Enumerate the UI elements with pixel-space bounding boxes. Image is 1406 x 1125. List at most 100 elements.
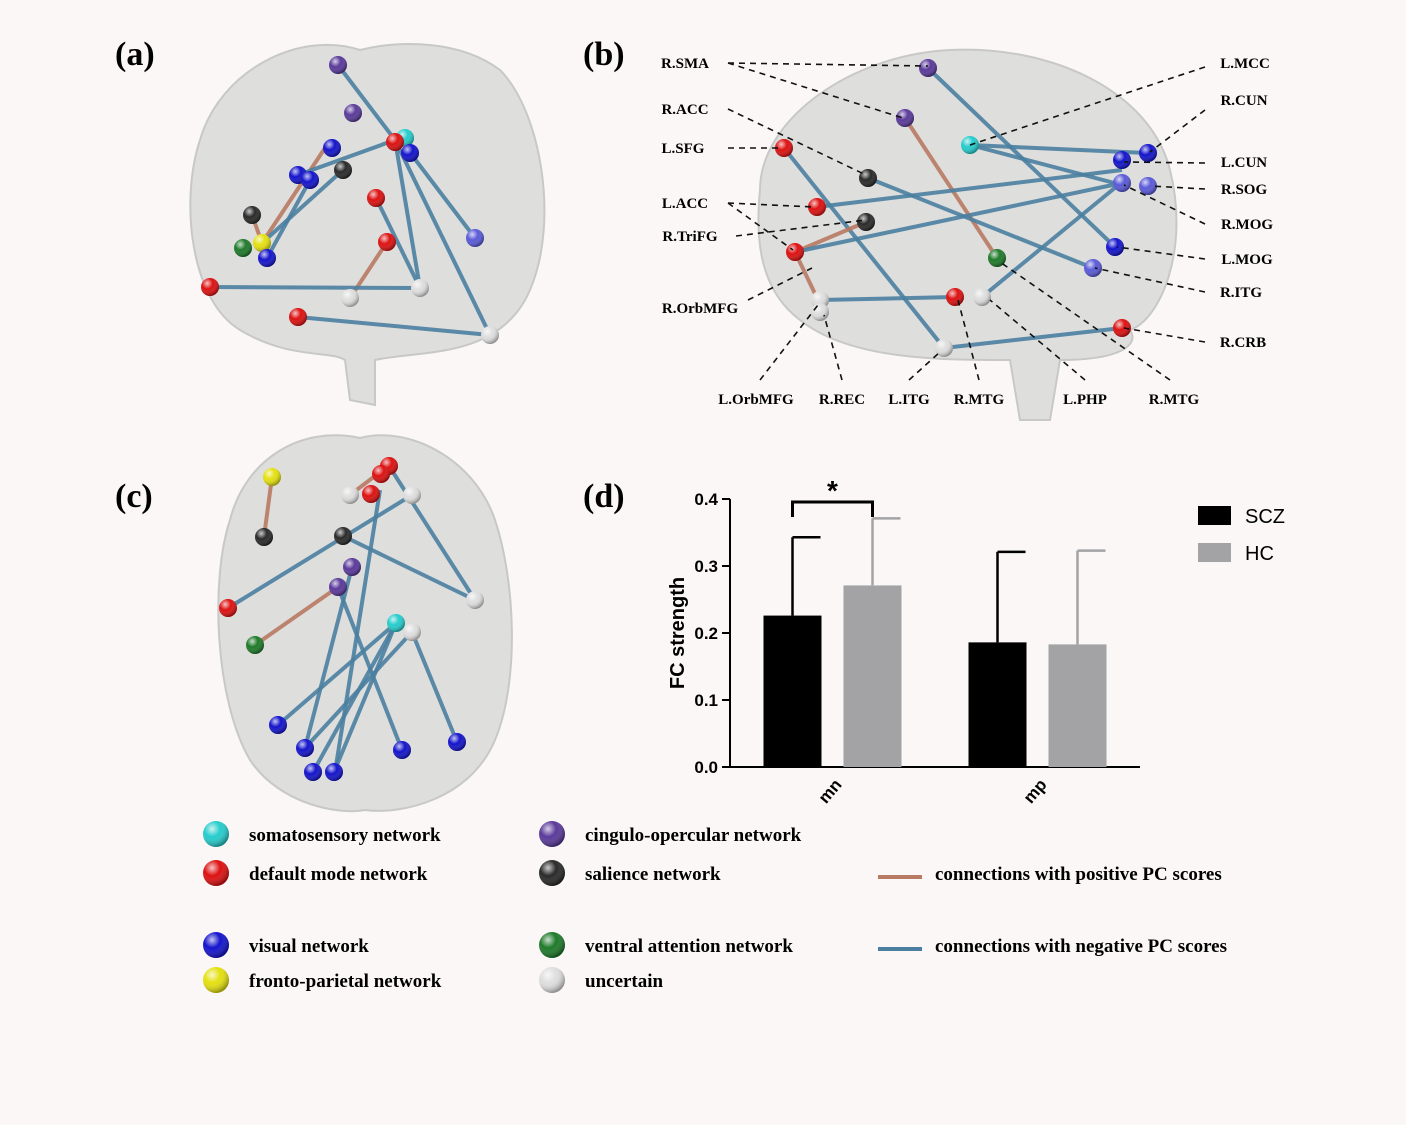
- panel-label: (c): [115, 478, 153, 515]
- legend-marker-shine: [539, 860, 565, 886]
- node-shine: [896, 109, 914, 127]
- panel-label: (b): [583, 36, 625, 73]
- connection: [303, 630, 414, 750]
- node-shine: [329, 56, 347, 74]
- leader-line: [727, 202, 794, 251]
- region-label: R.MTG: [1149, 392, 1200, 408]
- connection: [867, 176, 1094, 270]
- node-shine: [448, 733, 466, 751]
- node-shine: [1113, 151, 1131, 169]
- legend-marker-shine: [539, 967, 565, 993]
- connection: [342, 534, 476, 602]
- region-label: L.MCC: [1220, 56, 1270, 72]
- significance-label: *: [827, 475, 838, 506]
- nodes: [201, 56, 1157, 781]
- node-shine: [466, 229, 484, 247]
- connection: [311, 622, 398, 773]
- x-tick-label: mn: [815, 775, 846, 807]
- brain-c: [217, 434, 513, 813]
- region-label: R.SOG: [1221, 182, 1268, 198]
- legend-label: default mode network: [249, 864, 428, 885]
- connection: [387, 464, 477, 602]
- x-tick-label: mp: [1020, 775, 1051, 807]
- node-shine: [988, 249, 1006, 267]
- connections: [209, 63, 1149, 773]
- node-shine: [343, 558, 361, 576]
- panel-label: (d): [583, 478, 625, 515]
- legend: somatosensory network default mode networ…: [203, 821, 1227, 993]
- bar: [968, 642, 1027, 767]
- connection: [374, 197, 422, 289]
- region-label: L.PHP: [1063, 392, 1107, 408]
- legend-label: uncertain: [585, 971, 664, 992]
- connection: [260, 146, 327, 245]
- legend-marker-shine: [539, 821, 565, 847]
- node-shine: [386, 133, 404, 151]
- connection: [336, 63, 397, 142]
- node-shine: [258, 249, 276, 267]
- brain-a: [189, 43, 546, 407]
- leader-line: [1123, 161, 1206, 164]
- leader-line: [747, 267, 813, 301]
- leader-line: [989, 299, 1086, 381]
- connection: [393, 139, 422, 289]
- node-shine: [367, 189, 385, 207]
- connection: [943, 326, 1123, 350]
- node-shine: [1106, 238, 1124, 256]
- y-tick-label: 0.3: [694, 557, 718, 576]
- legend-label: cingulo-opercular network: [585, 825, 802, 846]
- region-label: R.TriFG: [662, 229, 717, 245]
- legend-marker-shine: [203, 967, 229, 993]
- region-label: R.SMA: [661, 56, 709, 72]
- connection: [209, 285, 421, 290]
- legend-label: SCZ: [1245, 506, 1285, 528]
- legend-label: ventral attention network: [585, 936, 793, 957]
- node-shine: [403, 486, 421, 504]
- region-label: R.ACC: [661, 102, 708, 118]
- node-shine: [341, 289, 359, 307]
- panel-label: (a): [115, 36, 155, 73]
- brain-b: [757, 48, 1178, 421]
- connection: [969, 143, 1123, 187]
- region-label: R.CRB: [1220, 335, 1266, 351]
- node-shine: [859, 169, 877, 187]
- node-shine: [387, 614, 405, 632]
- legend-label: fronto-parietal network: [249, 971, 442, 992]
- leader-line: [999, 261, 1171, 381]
- region-label: L.MOG: [1221, 252, 1273, 268]
- node-shine: [466, 591, 484, 609]
- legend-marker-shine: [203, 932, 229, 958]
- y-tick-label: 0.2: [694, 624, 718, 643]
- connection: [253, 585, 340, 647]
- connection: [819, 295, 956, 302]
- node-shine: [301, 171, 319, 189]
- connection: [297, 315, 491, 337]
- node-shine: [378, 233, 396, 251]
- connection: [336, 586, 404, 751]
- connection: [393, 139, 492, 336]
- node-shine: [919, 59, 937, 77]
- node-shine: [219, 599, 237, 617]
- connection: [406, 148, 477, 240]
- node-shine: [786, 243, 804, 261]
- node-shine: [289, 308, 307, 326]
- connection: [816, 168, 1123, 209]
- y-axis-label: FC strength: [667, 577, 689, 689]
- node-shine: [411, 279, 429, 297]
- node-shine: [246, 636, 264, 654]
- node-shine: [325, 763, 343, 781]
- y-tick-label: 0.4: [694, 490, 718, 509]
- legend-marker-shine: [539, 932, 565, 958]
- region-label: R.OrbMFG: [662, 301, 739, 317]
- error-bar: [1076, 549, 1106, 645]
- region-label: R.MOG: [1221, 217, 1273, 233]
- leader-line: [823, 314, 843, 381]
- region-label: L.OrbMFG: [718, 392, 794, 408]
- legend-marker-shine: [203, 821, 229, 847]
- node-shine: [263, 468, 281, 486]
- brain-images: [189, 43, 1178, 813]
- leader-line: [957, 299, 980, 381]
- leader-line: [908, 351, 941, 381]
- node-shine: [344, 104, 362, 122]
- region-label: L.ITG: [888, 392, 930, 408]
